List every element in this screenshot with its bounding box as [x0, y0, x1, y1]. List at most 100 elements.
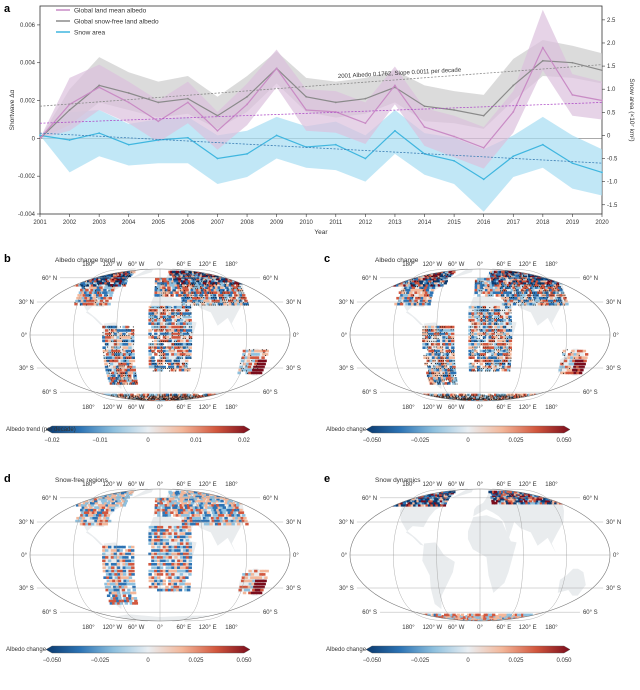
map-cell [66, 278, 69, 281]
significance-dot [84, 395, 85, 396]
significance-dot [119, 382, 120, 383]
significance-dot [123, 395, 124, 396]
significance-dot [168, 290, 169, 291]
ytick-right-label: 2.5 [607, 18, 616, 24]
significance-dot [419, 399, 420, 400]
map-cell [212, 399, 215, 402]
significance-dot [67, 281, 68, 282]
significance-dot [155, 370, 156, 371]
significance-dot [190, 397, 191, 398]
significance-dot [125, 373, 126, 374]
significance-dot [163, 292, 164, 293]
significance-dot [173, 310, 174, 311]
significance-dot [157, 329, 158, 330]
map-cell [224, 396, 227, 399]
significance-dot [77, 396, 78, 397]
significance-dot [128, 377, 129, 378]
map-cell [550, 397, 553, 400]
series-point-0 [98, 86, 100, 88]
significance-dot [403, 396, 404, 397]
map-cell [251, 394, 254, 397]
lat-label-left: 60° S [42, 390, 57, 396]
significance-dot [396, 397, 397, 398]
map-cell [549, 395, 552, 398]
map-cell [168, 306, 171, 309]
significance-dot [543, 399, 544, 400]
map-cell [180, 340, 183, 343]
map-cell [420, 399, 423, 402]
map-cell [185, 360, 188, 363]
map-cell [261, 282, 264, 285]
map-cell [561, 395, 564, 398]
significance-dot [546, 397, 547, 398]
significance-dot [127, 375, 128, 376]
map-cell [78, 395, 81, 398]
significance-dot [174, 395, 175, 396]
significance-dot [228, 397, 229, 398]
map-cell [236, 272, 239, 275]
map-cell [515, 399, 518, 402]
significance-dot [118, 273, 119, 274]
map-cell [392, 394, 395, 397]
map-cell [474, 291, 477, 294]
map-cell [431, 289, 434, 292]
map-cell [494, 322, 497, 325]
significance-dot [185, 338, 186, 339]
significance-dot [193, 396, 194, 397]
significance-dot [77, 395, 78, 396]
significance-dot [174, 398, 175, 399]
map-cell [235, 395, 238, 398]
map-cell [76, 276, 79, 279]
significance-dot [184, 290, 185, 291]
map-cell [91, 396, 94, 399]
map-cell [84, 395, 87, 398]
map-cell [263, 360, 266, 363]
significance-dot [116, 383, 117, 384]
map-cell [123, 399, 126, 402]
significance-dot [228, 295, 229, 296]
map-cell [85, 276, 88, 279]
map-cell [100, 398, 103, 401]
significance-dot [225, 297, 226, 298]
significance-dot [112, 395, 113, 396]
significance-dot [539, 397, 540, 398]
map-cell [418, 272, 421, 275]
colorbar-label: Albedo trend (per decade) [6, 427, 76, 433]
map-cell [217, 399, 220, 402]
significance-dot [157, 326, 158, 327]
significance-dot [151, 396, 152, 397]
significance-dot [125, 395, 126, 396]
significance-dot [95, 399, 96, 400]
significance-dot [249, 395, 250, 396]
significance-dot [116, 355, 117, 356]
legend-label-2: Snow area [74, 30, 105, 37]
map-cell [72, 395, 75, 398]
map-cell [110, 363, 113, 366]
significance-dot [182, 292, 183, 293]
map-cell [398, 396, 401, 399]
panel-a-plot-area: 2001 Albedo 0.1762, Slope 0.0011 per dec… [9, 6, 635, 236]
map-cell [575, 278, 578, 281]
significance-dot [555, 398, 556, 399]
significance-dot [556, 397, 557, 398]
map-cell [411, 396, 414, 399]
significance-dot [209, 286, 210, 287]
significance-dot [133, 377, 134, 378]
significance-dot [105, 326, 106, 327]
significance-dot [165, 396, 166, 397]
significance-dot [140, 397, 141, 398]
significance-dot [503, 397, 504, 398]
lon-label-top: 60° W [128, 262, 145, 268]
ytick-right-label: -0.5 [607, 157, 618, 163]
significance-dot [159, 360, 160, 361]
significance-dot [140, 395, 141, 396]
significance-dot [208, 398, 209, 399]
series-point-0 [572, 94, 574, 96]
significance-dot [168, 395, 169, 396]
significance-dot [187, 297, 188, 298]
significance-dot [90, 396, 91, 397]
significance-dot [434, 398, 435, 399]
map-cell [252, 276, 255, 279]
map-cell [79, 397, 82, 400]
significance-dot [219, 297, 220, 298]
